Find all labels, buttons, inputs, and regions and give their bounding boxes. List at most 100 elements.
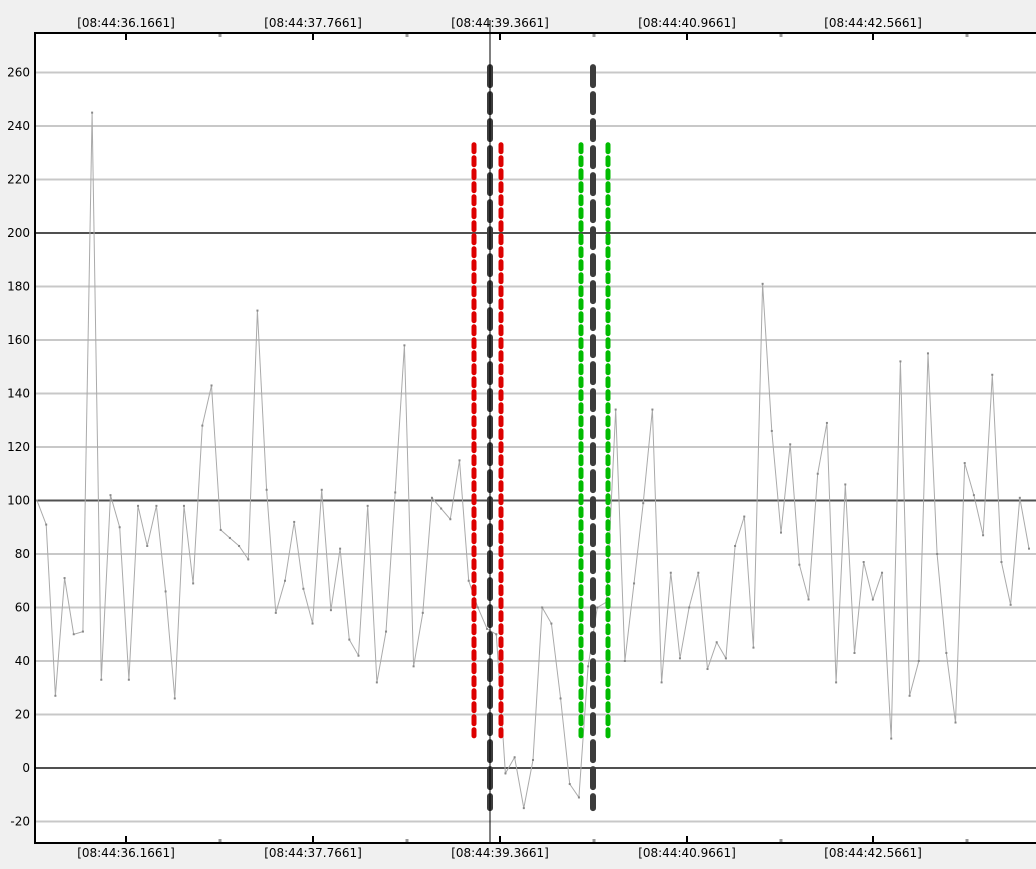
x-minor-tick-bottom <box>218 839 222 842</box>
y-axis-labels: -20 0 20 40 60 80 100 120 140 160 180 200 220 240 260 <box>7 66 30 829</box>
x-minor-tick-top <box>405 34 409 37</box>
data-point <box>118 526 121 529</box>
data-point <box>963 462 966 465</box>
series-layer <box>36 111 1030 810</box>
data-point <box>835 681 838 684</box>
data-point <box>339 547 342 550</box>
data-point <box>182 504 185 507</box>
x-minor-tick-bottom <box>965 839 969 842</box>
y-tick-label: 0 <box>22 761 30 775</box>
data-point <box>146 544 149 547</box>
data-point <box>311 622 314 625</box>
data-point <box>816 472 819 475</box>
y-tick-label: 240 <box>7 119 30 133</box>
top-strip <box>0 0 1036 8</box>
x-tick-label-top: [08:44:36.1661] <box>77 16 175 30</box>
y-tick-label: 80 <box>15 547 30 561</box>
data-point <box>688 606 691 609</box>
data-point <box>614 408 617 411</box>
data-point <box>807 598 810 601</box>
data-point <box>678 657 681 660</box>
data-point <box>210 384 213 387</box>
x-minor-tick-top <box>779 34 783 37</box>
data-point <box>476 606 479 609</box>
data-point <box>127 678 130 681</box>
data-point <box>752 646 755 649</box>
y-tick-label: 220 <box>7 173 30 187</box>
data-point <box>486 627 489 630</box>
y-tick-label: 180 <box>7 280 30 294</box>
data-point <box>1000 561 1003 564</box>
data-point <box>173 697 176 700</box>
x-tick-label-bottom: [08:44:40.9661] <box>638 846 736 860</box>
data-point <box>1018 496 1021 499</box>
data-point <box>201 424 204 427</box>
data-point <box>164 590 167 593</box>
data-point <box>155 504 158 507</box>
data-point <box>265 488 268 491</box>
data-point <box>954 721 957 724</box>
data-point <box>440 507 443 510</box>
data-point <box>770 429 773 432</box>
x-tick-label-bottom: [08:44:39.3661] <box>451 846 549 860</box>
data-point <box>660 681 663 684</box>
data-point <box>522 807 525 810</box>
data-point <box>559 697 562 700</box>
data-point <box>192 582 195 585</box>
x-minor-tick-top <box>218 34 222 37</box>
x-tick-label-bottom: [08:44:36.1661] <box>77 846 175 860</box>
data-point <box>550 622 553 625</box>
x-minor-tick-bottom <box>405 839 409 842</box>
data-point <box>697 571 700 574</box>
data-point <box>467 579 470 582</box>
data-point <box>274 611 277 614</box>
x-tick-label-top: [08:44:42.5661] <box>824 16 922 30</box>
data-point <box>568 783 571 786</box>
data-point <box>45 523 48 526</box>
data-point <box>1009 603 1012 606</box>
data-point <box>853 651 856 654</box>
y-tick-label: 160 <box>7 333 30 347</box>
y-tick-label: 200 <box>7 226 30 240</box>
y-tick-label: 100 <box>7 494 30 508</box>
data-point <box>899 360 902 363</box>
data-point <box>871 598 874 601</box>
data-point <box>293 520 296 523</box>
data-point <box>109 494 112 497</box>
plot-frame <box>34 32 1036 844</box>
data-point <box>917 660 920 662</box>
data-point <box>633 582 636 585</box>
x-minor-tick-top <box>592 34 596 37</box>
data-point <box>302 587 305 590</box>
y-tick-label: 140 <box>7 387 30 401</box>
data-point <box>862 561 865 564</box>
data-point <box>945 651 948 654</box>
x-axis-labels-top: [08:44:36.1661] [08:44:37.7661] [08:44:39.… <box>77 16 922 30</box>
data-point <box>651 408 654 411</box>
data-point <box>81 630 84 633</box>
data-point <box>63 577 66 580</box>
data-point <box>284 579 286 582</box>
data-point <box>238 544 241 547</box>
data-point <box>1028 547 1030 550</box>
data-point <box>642 502 645 505</box>
y-tick-label: 40 <box>15 654 30 668</box>
data-point <box>577 796 580 799</box>
data-point <box>91 111 94 114</box>
data-point <box>532 758 534 761</box>
data-point <box>72 633 75 636</box>
data-point <box>972 494 975 497</box>
data-point <box>587 665 590 668</box>
data-point <box>329 609 332 612</box>
data-point <box>412 665 415 668</box>
data-point <box>403 344 406 347</box>
data-point <box>734 544 737 547</box>
x-tick-label-top: [08:44:37.7661] <box>264 16 362 30</box>
data-point <box>36 499 38 502</box>
data-point <box>982 534 985 537</box>
data-point <box>100 678 103 681</box>
x-tick-label-bottom: [08:44:42.5661] <box>824 846 922 860</box>
data-point <box>247 558 250 561</box>
